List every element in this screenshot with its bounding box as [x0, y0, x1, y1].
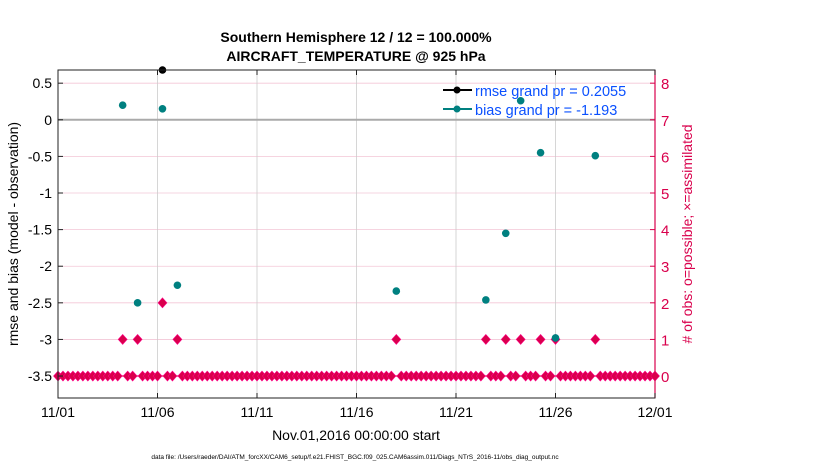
legend: rmse grand pr = 0.2055 bias grand pr = -… — [443, 84, 626, 119]
y-tick-label: 0.5 — [33, 75, 53, 91]
legend-bias-label: bias grand pr = -1.193 — [475, 103, 617, 119]
y-right-tick-label: 8 — [661, 76, 669, 93]
obs-count-point — [391, 333, 402, 345]
x-tick-label: 12/01 — [637, 404, 672, 420]
obs-count-point — [510, 370, 521, 382]
obs-count-point — [515, 333, 526, 345]
chart-title-line2: AIRCRAFT_TEMPERATURE @ 925 hPa — [226, 48, 485, 64]
y-tick-label: -1 — [40, 185, 53, 201]
legend-bias-marker — [453, 105, 461, 113]
obs-count-point — [535, 333, 546, 345]
y-right-axis-label: # of obs: o=possible; ×=assimilated — [679, 124, 695, 343]
grid — [58, 70, 655, 398]
obs-count-point — [495, 370, 506, 382]
y-axis-label: rmse and bias (model - observation) — [5, 122, 21, 346]
bias-point — [516, 96, 525, 105]
bias-point — [501, 229, 510, 238]
legend-rmse-marker — [453, 86, 461, 94]
obs-count-point — [127, 370, 138, 382]
y-right-tick-label: 5 — [661, 186, 669, 203]
obs-count-point — [530, 370, 541, 382]
y-tick-label: -2 — [40, 258, 53, 274]
obs-count-point — [386, 370, 397, 382]
legend-rmse-label: rmse grand pr = 0.2055 — [475, 84, 626, 100]
y-tick-label: -1.5 — [28, 222, 52, 238]
x-tick-label: 11/26 — [539, 404, 573, 420]
bias-point — [591, 151, 600, 160]
footer-data-file: data file: /Users/raeder/DAI/ATM_forcXX/… — [151, 454, 559, 461]
obs-count-point — [117, 333, 128, 345]
bias-point — [551, 334, 560, 342]
x-tick-label: 11/16 — [340, 404, 374, 420]
obs-count-point — [480, 333, 491, 345]
x-tick-label: 11/11 — [241, 404, 274, 420]
y-tick-label: -3 — [40, 331, 53, 347]
bias-point — [158, 105, 167, 113]
y-right-tick-label: 4 — [661, 223, 669, 240]
obs-count-point — [590, 333, 601, 345]
x-tick-label: 11/01 — [41, 404, 75, 420]
chart-title-line1: Southern Hemisphere 12 / 12 = 100.000% — [220, 29, 492, 45]
x-tick-label: 11/21 — [439, 404, 473, 420]
bias-point — [536, 148, 545, 157]
bias-point — [392, 287, 401, 295]
bias-point — [173, 281, 182, 290]
obs-count-point — [500, 333, 511, 345]
y-right-tick-label: 1 — [661, 332, 669, 349]
y-tick-label: -0.5 — [28, 148, 52, 164]
y-tick-label: -3.5 — [28, 368, 52, 384]
y-right-tick-label: 3 — [661, 259, 669, 276]
y-tick-label: -2.5 — [28, 295, 52, 311]
ticks: 0 1 2 3 4 5 6 7 8 11/01 11/06 11/11 11/16 11/21 11/26 1… — [28, 70, 673, 420]
obs-count-point — [585, 370, 596, 382]
y-right-tick-label: 0 — [661, 369, 669, 386]
obs-count-point — [157, 297, 168, 309]
obs-count-point — [545, 370, 556, 382]
y-right-tick-label: 2 — [661, 296, 669, 313]
bias-point — [482, 296, 490, 304]
bias-point — [118, 101, 127, 109]
obs-count-point — [112, 370, 123, 382]
obs-count-point — [152, 370, 163, 382]
x-axis-label: Nov.01,2016 00:00:00 start — [272, 427, 440, 443]
marks — [53, 66, 660, 382]
y-right-tick-label: 7 — [661, 113, 669, 130]
obs-count-point — [172, 333, 183, 345]
obs-count-point — [475, 370, 486, 382]
y-right-tick-label: 6 — [661, 149, 669, 166]
obs-count-point — [132, 333, 143, 345]
bias-point — [133, 299, 142, 307]
y-tick-label: 0 — [44, 112, 52, 128]
obs-count-point — [167, 370, 178, 382]
x-tick-label: 11/06 — [141, 404, 175, 420]
